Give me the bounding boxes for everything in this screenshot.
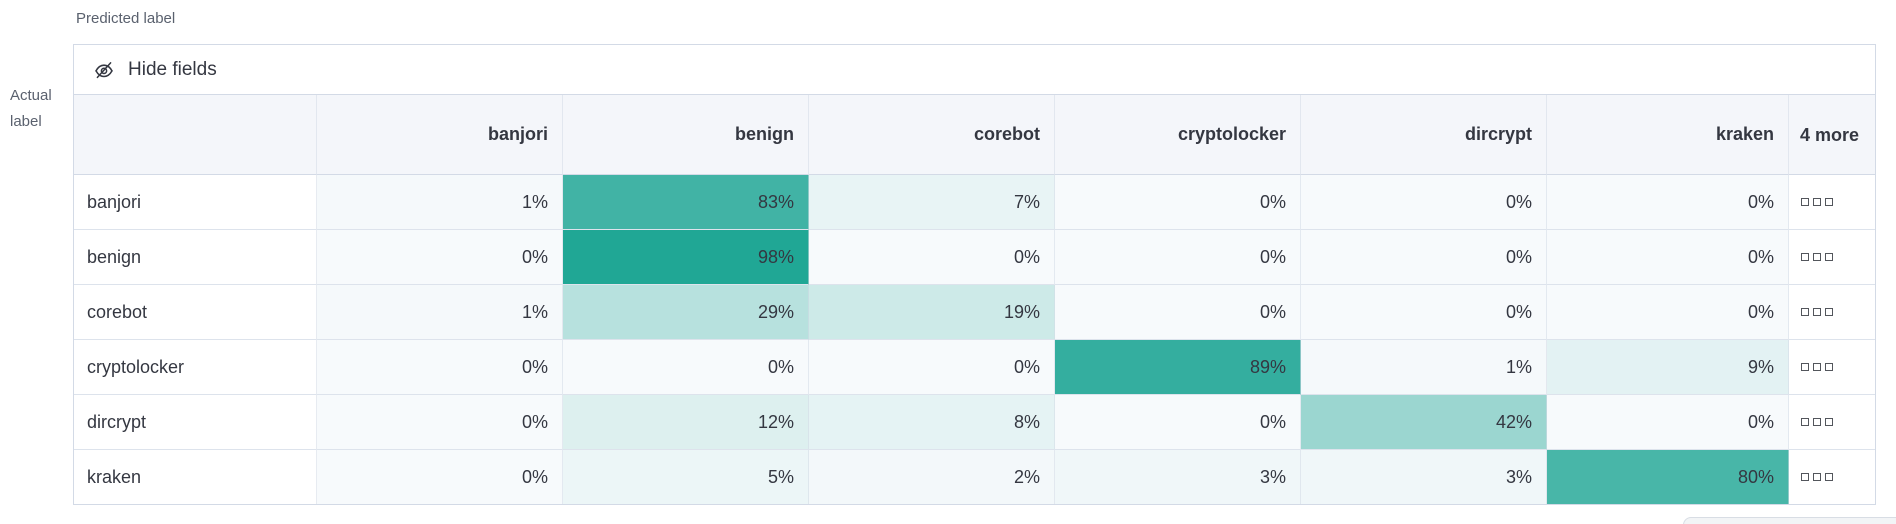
eye-closed-icon	[93, 59, 115, 81]
cell-cryptolocker-benign[interactable]: 0%	[563, 340, 809, 395]
cell-cryptolocker-banjori[interactable]: 0%	[317, 340, 563, 395]
cell-cryptolocker-kraken[interactable]: 9%	[1547, 340, 1789, 395]
cell-corebot-dircrypt[interactable]: 0%	[1301, 285, 1547, 340]
column-header-kraken[interactable]: kraken	[1547, 95, 1789, 175]
more-columns-cell-kraken[interactable]	[1789, 450, 1875, 504]
cell-banjori-dircrypt[interactable]: 0%	[1301, 175, 1547, 230]
actual-axis-label: Actual label	[10, 87, 52, 130]
row-label-corebot[interactable]: corebot	[74, 285, 317, 340]
cell-benign-banjori[interactable]: 0%	[317, 230, 563, 285]
column-header-corebot[interactable]: corebot	[809, 95, 1055, 175]
cell-corebot-cryptolocker[interactable]: 0%	[1055, 285, 1301, 340]
boxes-horizontal-icon	[1801, 308, 1833, 316]
cell-banjori-cryptolocker[interactable]: 0%	[1055, 175, 1301, 230]
boxes-horizontal-icon	[1801, 418, 1833, 426]
column-header-benign[interactable]: benign	[563, 95, 809, 175]
cell-corebot-kraken[interactable]: 0%	[1547, 285, 1789, 340]
cell-dircrypt-corebot[interactable]: 8%	[809, 395, 1055, 450]
column-header-cryptolocker[interactable]: cryptolocker	[1055, 95, 1301, 175]
cell-kraken-benign[interactable]: 5%	[563, 450, 809, 504]
cell-benign-cryptolocker[interactable]: 0%	[1055, 230, 1301, 285]
cell-dircrypt-benign[interactable]: 12%	[563, 395, 809, 450]
cell-benign-kraken[interactable]: 0%	[1547, 230, 1789, 285]
cell-banjori-banjori[interactable]: 1%	[317, 175, 563, 230]
confusion-grid: banjori benign corebot cryptolocker dircrypt…	[74, 95, 1875, 504]
column-header-banjori[interactable]: banjori	[317, 95, 563, 175]
row-label-cryptolocker[interactable]: cryptolocker	[74, 340, 317, 395]
cell-dircrypt-dircrypt[interactable]: 42%	[1301, 395, 1547, 450]
cell-corebot-corebot[interactable]: 19%	[809, 285, 1055, 340]
hide-fields-label: Hide fields	[128, 58, 217, 80]
cell-kraken-kraken[interactable]: 80%	[1547, 450, 1789, 504]
horizontal-scrollbar-thumb[interactable]	[1683, 517, 1896, 524]
boxes-horizontal-icon	[1801, 363, 1833, 371]
more-columns-cell-corebot[interactable]	[1789, 285, 1875, 340]
predicted-axis-label: Predicted label	[76, 10, 176, 27]
cell-banjori-kraken[interactable]: 0%	[1547, 175, 1789, 230]
cell-dircrypt-banjori[interactable]: 0%	[317, 395, 563, 450]
row-label-dircrypt[interactable]: dircrypt	[74, 395, 317, 450]
more-columns-cell-cryptolocker[interactable]	[1789, 340, 1875, 395]
cell-corebot-banjori[interactable]: 1%	[317, 285, 563, 340]
cell-corebot-benign[interactable]: 29%	[563, 285, 809, 340]
boxes-horizontal-icon	[1801, 253, 1833, 261]
cell-dircrypt-cryptolocker[interactable]: 0%	[1055, 395, 1301, 450]
row-label-kraken[interactable]: kraken	[74, 450, 317, 504]
boxes-horizontal-icon	[1801, 198, 1833, 206]
more-columns-cell-banjori[interactable]	[1789, 175, 1875, 230]
cell-cryptolocker-corebot[interactable]: 0%	[809, 340, 1055, 395]
boxes-horizontal-icon	[1801, 473, 1833, 481]
cell-banjori-corebot[interactable]: 7%	[809, 175, 1055, 230]
cell-kraken-banjori[interactable]: 0%	[317, 450, 563, 504]
cell-cryptolocker-cryptolocker[interactable]: 89%	[1055, 340, 1301, 395]
grid-controls-bar: Hide fields	[74, 45, 1875, 95]
cell-kraken-cryptolocker[interactable]: 3%	[1055, 450, 1301, 504]
row-label-banjori[interactable]: banjori	[74, 175, 317, 230]
column-header-more[interactable]: 4 more	[1789, 95, 1875, 175]
cell-dircrypt-kraken[interactable]: 0%	[1547, 395, 1789, 450]
cell-cryptolocker-dircrypt[interactable]: 1%	[1301, 340, 1547, 395]
corner-header-cell	[74, 95, 317, 175]
hide-fields-button[interactable]: Hide fields	[93, 59, 217, 81]
cell-kraken-dircrypt[interactable]: 3%	[1301, 450, 1547, 504]
column-header-dircrypt[interactable]: dircrypt	[1301, 95, 1547, 175]
cell-benign-dircrypt[interactable]: 0%	[1301, 230, 1547, 285]
cell-kraken-corebot[interactable]: 2%	[809, 450, 1055, 504]
row-label-benign[interactable]: benign	[74, 230, 317, 285]
cell-benign-corebot[interactable]: 0%	[809, 230, 1055, 285]
cell-benign-benign[interactable]: 98%	[563, 230, 809, 285]
cell-banjori-benign[interactable]: 83%	[563, 175, 809, 230]
more-columns-cell-benign[interactable]	[1789, 230, 1875, 285]
more-columns-cell-dircrypt[interactable]	[1789, 395, 1875, 450]
confusion-matrix-panel: Hide fields banjori benign corebot cryptolo…	[73, 44, 1876, 505]
